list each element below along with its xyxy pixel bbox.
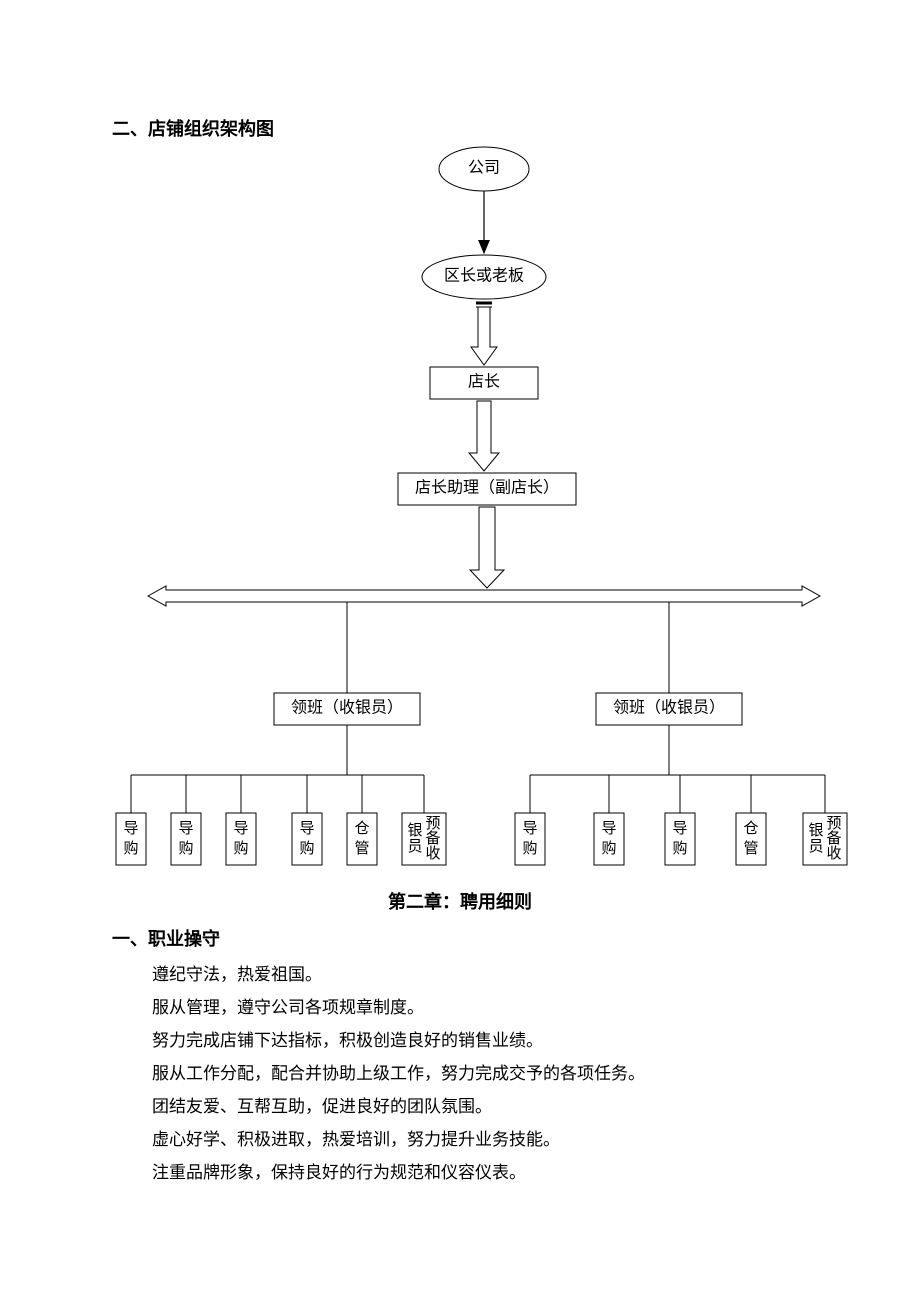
svg-text:银: 银 <box>407 822 422 839</box>
svg-text:导: 导 <box>178 821 193 837</box>
svg-text:购: 购 <box>672 840 687 857</box>
svg-text:导: 导 <box>522 821 537 837</box>
svg-text:导: 导 <box>672 821 687 837</box>
svg-text:导: 导 <box>299 821 314 837</box>
svg-text:管: 管 <box>354 840 369 857</box>
ethics-line: 虚心好学、积极进取，热爱培训，努力提升业务技能。 <box>152 1123 645 1156</box>
svg-text:购: 购 <box>601 840 616 857</box>
svg-text:购: 购 <box>299 840 314 857</box>
svg-text:领班（收银员）: 领班（收银员） <box>613 699 725 717</box>
svg-text:店长: 店长 <box>468 373 500 391</box>
svg-text:购: 购 <box>123 840 138 857</box>
ethics-line: 服从管理，遵守公司各项规章制度。 <box>152 991 645 1024</box>
svg-text:银: 银 <box>808 822 823 839</box>
svg-text:收: 收 <box>826 845 841 862</box>
svg-text:管: 管 <box>743 840 758 857</box>
svg-text:预: 预 <box>425 815 440 832</box>
svg-text:收: 收 <box>425 845 440 862</box>
svg-text:仓: 仓 <box>354 820 369 837</box>
svg-text:购: 购 <box>178 840 193 857</box>
org-chart: 公司区长或老板店长店长助理（副店长）领班（收银员）领班（收银员）导购导购导购导购… <box>0 0 920 880</box>
svg-text:备: 备 <box>425 830 440 847</box>
document-page: 二、店铺组织架构图 公司区长或老板店长店长助理（副店长）领班（收银员）领班（收银… <box>0 0 920 1302</box>
ethics-line: 注重品牌形象，保持良好的行为规范和仪容仪表。 <box>152 1156 645 1189</box>
svg-text:公司: 公司 <box>468 160 500 177</box>
svg-text:区长或老板: 区长或老板 <box>444 267 524 285</box>
svg-text:员: 员 <box>808 839 823 855</box>
svg-text:购: 购 <box>233 840 248 857</box>
svg-text:导: 导 <box>233 821 248 837</box>
svg-text:购: 购 <box>522 840 537 857</box>
svg-text:领班（收银员）: 领班（收银员） <box>291 699 403 717</box>
ethics-line: 遵纪守法，热爱祖国。 <box>152 958 645 991</box>
chapter-title: 第二章：聘用细则 <box>0 888 920 914</box>
svg-text:仓: 仓 <box>743 820 758 837</box>
ethics-line: 团结友爱、互帮互助，促进良好的团队氛围。 <box>152 1090 645 1123</box>
ethics-line: 努力完成店铺下达指标，积极创造良好的销售业绩。 <box>152 1024 645 1057</box>
svg-text:预: 预 <box>826 815 841 832</box>
svg-text:店长助理（副店长）: 店长助理（副店长） <box>415 479 559 497</box>
svg-text:备: 备 <box>826 830 841 847</box>
section-ethics-title: 一、职业操守 <box>112 925 220 951</box>
ethics-line: 服从工作分配，配合并协助上级工作，努力完成交予的各项任务。 <box>152 1057 645 1090</box>
svg-text:导: 导 <box>123 821 138 837</box>
ethics-list: 遵纪守法，热爱祖国。服从管理，遵守公司各项规章制度。努力完成店铺下达指标，积极创… <box>152 958 645 1189</box>
svg-text:导: 导 <box>601 821 616 837</box>
svg-text:员: 员 <box>407 839 422 855</box>
